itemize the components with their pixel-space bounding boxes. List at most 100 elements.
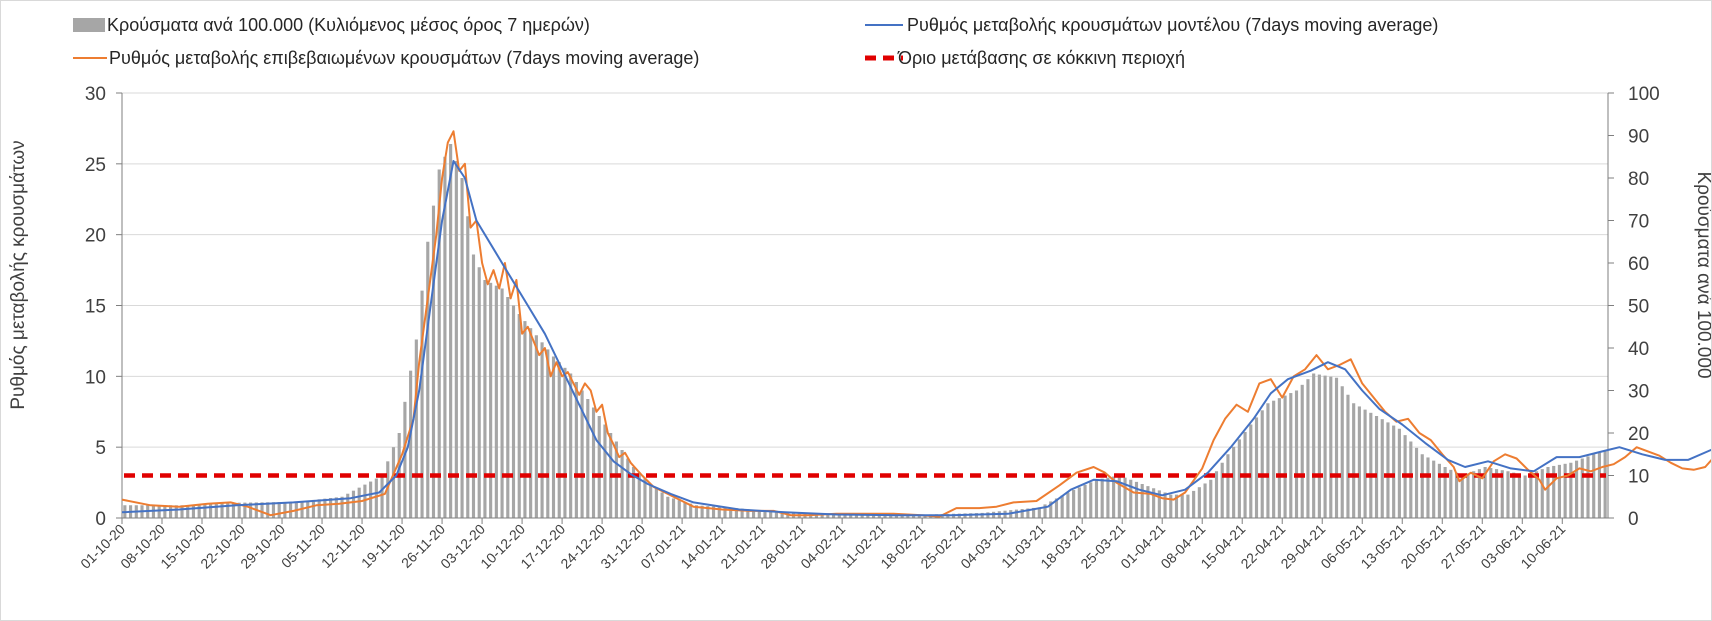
bar — [1254, 417, 1259, 518]
bar — [1266, 403, 1270, 518]
bar — [631, 467, 636, 518]
line-series — [121, 130, 1711, 518]
bar — [369, 481, 373, 518]
y-right-axis-title: Κρούσματα ανά 100.000 — [1693, 171, 1711, 378]
bar — [689, 503, 693, 518]
bar — [1054, 498, 1059, 518]
bar — [1540, 469, 1544, 518]
bar — [1523, 475, 1527, 518]
bar — [420, 290, 424, 518]
bar — [1352, 403, 1356, 518]
bar — [1534, 471, 1539, 518]
bar — [1152, 488, 1156, 518]
bar — [1157, 490, 1161, 518]
x-tick-label: 10-06-21 — [1517, 521, 1568, 572]
bar — [340, 496, 344, 518]
bar — [1563, 463, 1567, 518]
bar — [1277, 398, 1281, 518]
y-right-tick-label: 70 — [1628, 212, 1649, 233]
bar — [283, 502, 287, 518]
bar — [1203, 483, 1207, 518]
bar — [1512, 472, 1516, 518]
bar — [1420, 454, 1424, 518]
bar — [500, 288, 504, 518]
bar — [1197, 487, 1201, 518]
bar — [723, 507, 727, 518]
bar — [751, 509, 756, 518]
bar — [540, 342, 544, 518]
bar — [1272, 400, 1276, 518]
y-left-tick-label: 25 — [85, 155, 106, 176]
bar — [1586, 456, 1590, 518]
y-left-tick-label: 30 — [85, 84, 106, 105]
bar — [1409, 441, 1413, 518]
bar — [454, 161, 458, 518]
bar — [1432, 460, 1436, 518]
bar — [1552, 465, 1556, 518]
bar — [774, 511, 778, 518]
bar — [311, 499, 316, 518]
bar — [1392, 425, 1396, 518]
bar — [1014, 509, 1019, 518]
bar — [1329, 376, 1333, 518]
bar — [1472, 471, 1476, 518]
bar — [1214, 471, 1219, 518]
bar — [329, 498, 333, 518]
y-left-tick-label: 15 — [85, 297, 106, 318]
bar — [591, 407, 596, 518]
bar — [449, 144, 453, 518]
bar — [317, 499, 321, 518]
bar — [517, 314, 521, 518]
y-left-axis-title: Ρυθμός μεταβολής κρουσμάτων — [8, 140, 29, 409]
bar-series-cases — [123, 144, 1607, 518]
bar — [1106, 477, 1110, 518]
bar — [820, 513, 824, 518]
bar — [1374, 416, 1379, 518]
bar — [763, 510, 767, 518]
bar — [780, 511, 784, 518]
bar — [551, 356, 556, 518]
bar — [1260, 410, 1264, 518]
bar — [1466, 473, 1470, 518]
bar — [1283, 395, 1287, 518]
bar — [1546, 467, 1550, 518]
bar — [1163, 492, 1167, 518]
bar — [1100, 478, 1104, 518]
y-right-tick-label: 90 — [1628, 127, 1649, 148]
bar — [1306, 379, 1310, 518]
bar — [980, 512, 984, 518]
bar — [1066, 492, 1070, 518]
bar — [1529, 473, 1533, 518]
bar — [214, 503, 218, 518]
bar — [1597, 452, 1601, 518]
bar — [1083, 484, 1087, 518]
bar — [289, 501, 293, 518]
bar — [414, 339, 418, 518]
bar — [843, 514, 847, 518]
x-tick-labels: 01-10-2008-10-2015-10-2022-10-2029-10-20… — [77, 521, 1568, 572]
bar — [717, 506, 721, 518]
bar — [917, 514, 921, 518]
bar — [1340, 386, 1344, 518]
bar — [1089, 482, 1093, 518]
bar — [757, 510, 761, 518]
bar — [209, 503, 213, 518]
bar — [174, 505, 178, 518]
bar — [1226, 454, 1230, 518]
bar — [1049, 501, 1053, 518]
bar — [1192, 490, 1196, 518]
bar — [654, 488, 658, 518]
bar — [203, 504, 207, 518]
bar — [1312, 373, 1316, 518]
bar — [1557, 464, 1561, 518]
line-series-confirmed — [121, 130, 1711, 518]
bar — [1289, 393, 1293, 518]
bar — [1169, 494, 1173, 518]
bar — [1043, 504, 1047, 518]
bar — [1500, 470, 1504, 518]
y-left-tick-label: 20 — [85, 226, 106, 247]
y-right-tick-label: 10 — [1628, 467, 1649, 488]
bar — [643, 478, 647, 518]
y-right-tick-label: 40 — [1628, 339, 1649, 360]
